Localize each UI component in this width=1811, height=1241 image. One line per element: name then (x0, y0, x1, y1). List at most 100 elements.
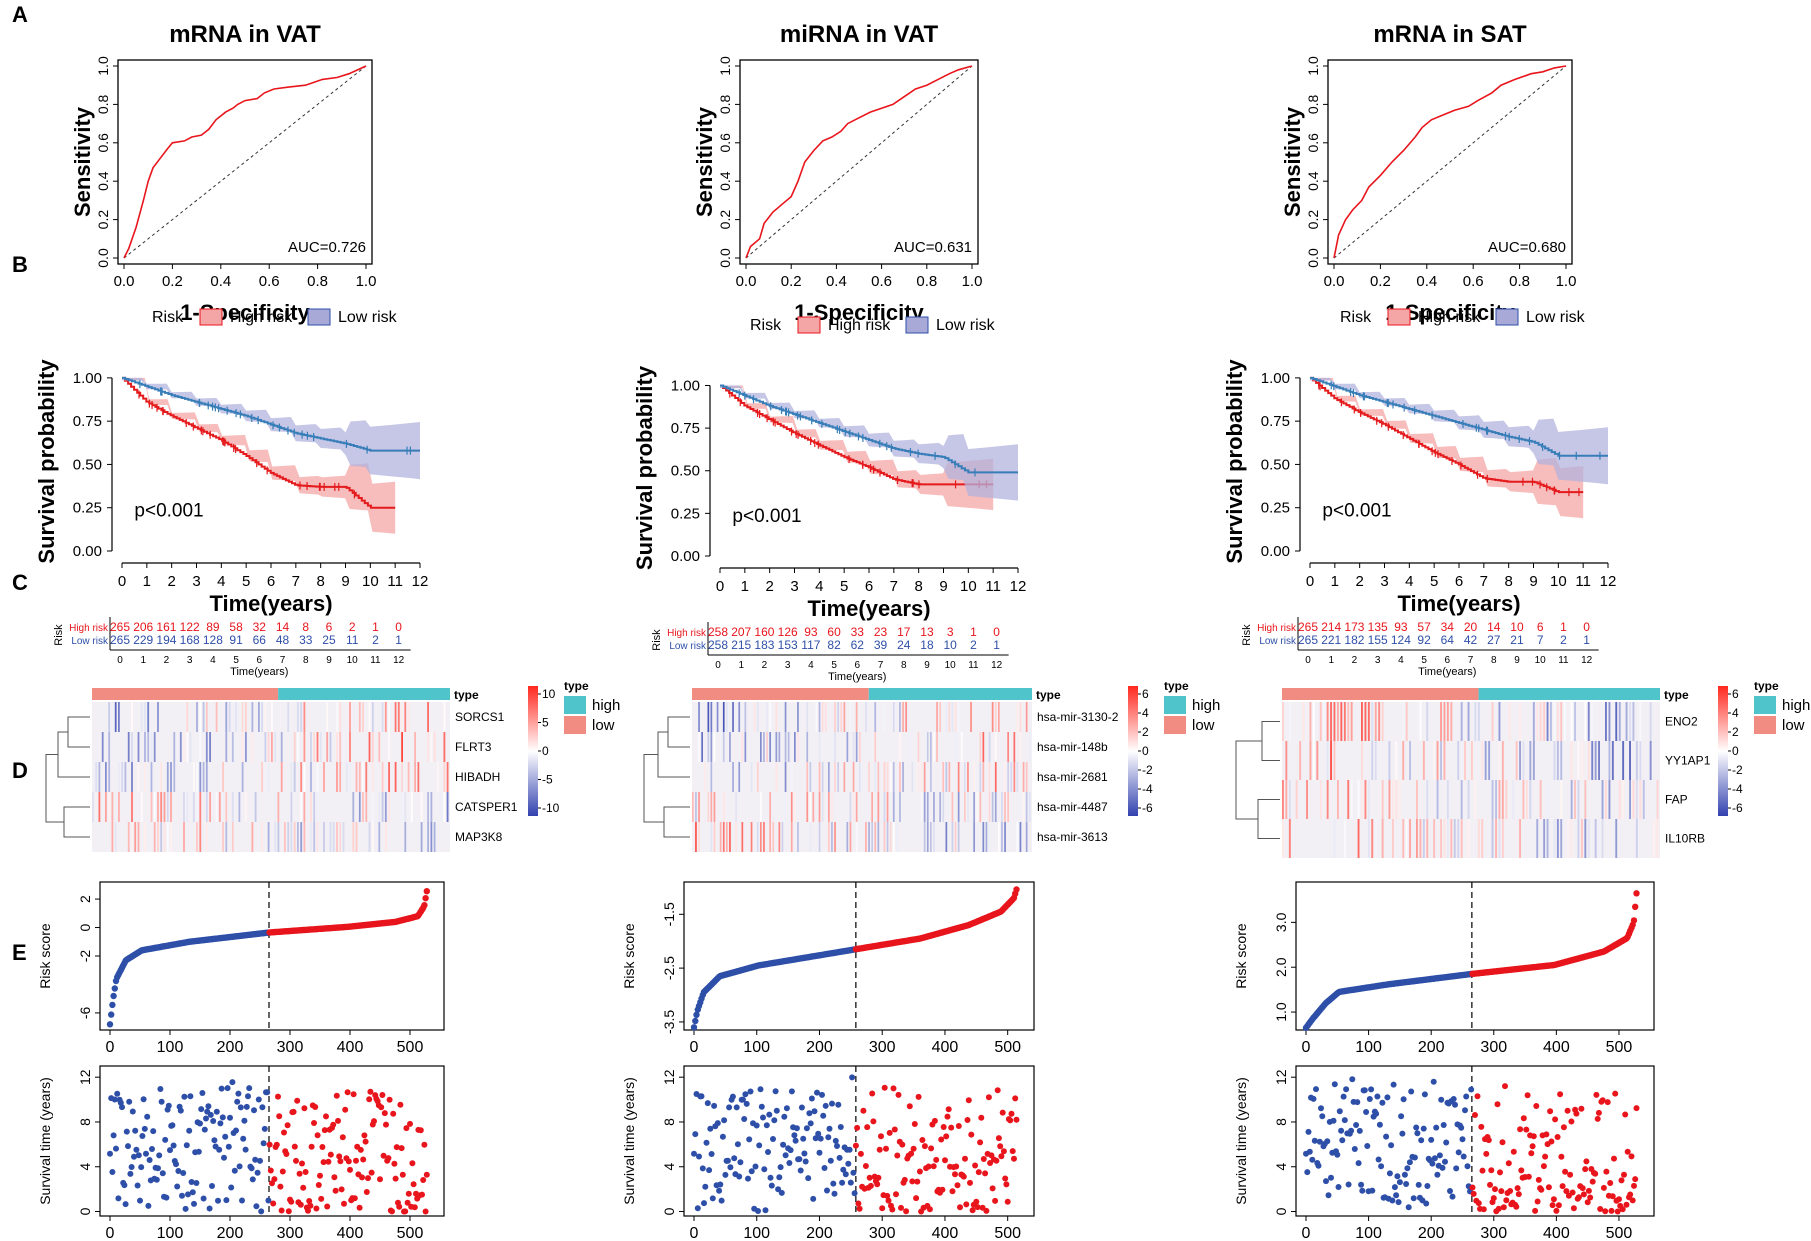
survival-time-point (1624, 1148, 1631, 1155)
survival-time-point (1492, 1186, 1498, 1193)
heatmap-cell (1629, 702, 1631, 741)
survival-time-point (1354, 1099, 1361, 1106)
survival-time-point (787, 1147, 794, 1154)
heatmap-cell (1316, 741, 1319, 780)
heatmap-cell (710, 702, 713, 732)
survival-time-point (1621, 1171, 1627, 1178)
survival-time-point (1000, 1148, 1007, 1155)
survival-time-point (270, 1200, 277, 1207)
heatmap-cell (766, 732, 768, 762)
heatmap-cell (1007, 762, 1009, 792)
plot-frame (117, 59, 373, 265)
heatmap-cell (225, 702, 228, 732)
heatmap-cell (855, 732, 858, 762)
heatmap-cell (710, 822, 713, 852)
risk-table-count: 2 (372, 633, 379, 647)
survival-time-point (331, 1174, 338, 1181)
legend-low-risk-key (1495, 308, 1519, 326)
heatmap-cell (368, 732, 371, 762)
heatmap-cell (831, 792, 833, 822)
heatmap-cell (797, 732, 799, 762)
heatmap-cell (437, 762, 439, 792)
type-legend-title: type (1754, 679, 1779, 693)
heatmap-cell (698, 702, 700, 732)
heatmap-cell (1519, 819, 1521, 858)
heatmap-cell (1010, 762, 1013, 792)
heatmap-cell (267, 762, 270, 792)
survival-time-point (964, 1117, 971, 1123)
dendrogram-branch (57, 731, 90, 778)
heatmap-cell (1330, 702, 1332, 741)
heatmap-cell (778, 732, 781, 762)
heatmap-cell (1007, 732, 1009, 762)
x-tick-label: 300 (277, 1039, 304, 1056)
y-tick-label: 0.2 (1305, 210, 1321, 230)
survival-time-point (906, 1103, 913, 1110)
survival-time-point (153, 1176, 160, 1183)
heatmap-cell (979, 792, 982, 822)
x-tick-label: 300 (869, 1225, 896, 1241)
survival-time-point (319, 1144, 326, 1150)
heatmap-cell (769, 792, 771, 822)
risk-table-tick: 1 (1328, 655, 1334, 666)
heatmap-cell (806, 792, 809, 822)
x-tick-label: 100 (743, 1039, 770, 1056)
heatmap-cell (877, 822, 880, 852)
heatmap-row-bg (692, 762, 1032, 792)
heatmap-cell (1477, 819, 1480, 858)
survival-time-point (1618, 1177, 1625, 1184)
heatmap-cell (241, 702, 244, 732)
risk-table-count: 48 (276, 633, 290, 647)
y-tick-label: 12 (77, 1069, 93, 1085)
heatmap-cell (1326, 780, 1329, 819)
heatmap-cell (352, 792, 355, 822)
heatmap-cell (954, 732, 957, 762)
x-tick-label: 1 (1331, 573, 1339, 590)
heatmap-cell (1019, 822, 1022, 852)
survival-time-point (1403, 1181, 1410, 1187)
survival-time-point (1305, 1128, 1312, 1135)
x-tick-label: 10 (1550, 573, 1567, 590)
y-tick-label: -6 (77, 1006, 93, 1019)
survival-time-point (125, 1143, 131, 1150)
heatmap-cell (1416, 780, 1418, 819)
risk-score-point (690, 1024, 698, 1031)
heatmap-cell (886, 762, 889, 792)
y-tick-label: 0.6 (95, 133, 111, 153)
survival-time-point (312, 1104, 319, 1110)
survival-time-point (884, 1192, 891, 1199)
heatmap-cell (1460, 780, 1463, 819)
survival-time-point (1567, 1171, 1574, 1178)
survival-time-point (1011, 1155, 1017, 1162)
survival-time-point (954, 1182, 961, 1189)
survival-time-point (977, 1139, 984, 1146)
scale-tick-label: 0 (542, 744, 549, 758)
heatmap-cell (1330, 741, 1332, 780)
heatmap-cell (942, 762, 945, 792)
survival-time-point (1623, 1201, 1630, 1208)
survival-time-point (240, 1135, 247, 1142)
heatmap-cell (404, 792, 407, 822)
heatmap-cell (1501, 780, 1504, 819)
heatmap-cell (443, 792, 446, 822)
heatmap-cell (769, 732, 771, 762)
heatmap-cell (267, 732, 270, 762)
heatmap-gene-label: MAP3K8 (455, 830, 503, 844)
survival-time-point (1420, 1125, 1427, 1132)
scale-tick-label: -4 (1732, 782, 1743, 796)
survival-time-point (803, 1125, 810, 1132)
survival-time-point (1498, 1188, 1505, 1195)
heatmap-cell (1016, 702, 1019, 732)
survival-time-point (810, 1195, 817, 1202)
survival-time-point (236, 1163, 243, 1170)
survival-time-point (1009, 1148, 1016, 1155)
heatmap-cell (979, 732, 982, 762)
heatmap-cell (1398, 780, 1401, 819)
survival-time-point (267, 1167, 274, 1174)
survival-time-point (109, 1169, 116, 1175)
roc-curve (1333, 65, 1567, 259)
heatmap-cell (258, 702, 260, 732)
heatmap-cell (1309, 741, 1312, 780)
survival-time-point (1599, 1097, 1606, 1104)
